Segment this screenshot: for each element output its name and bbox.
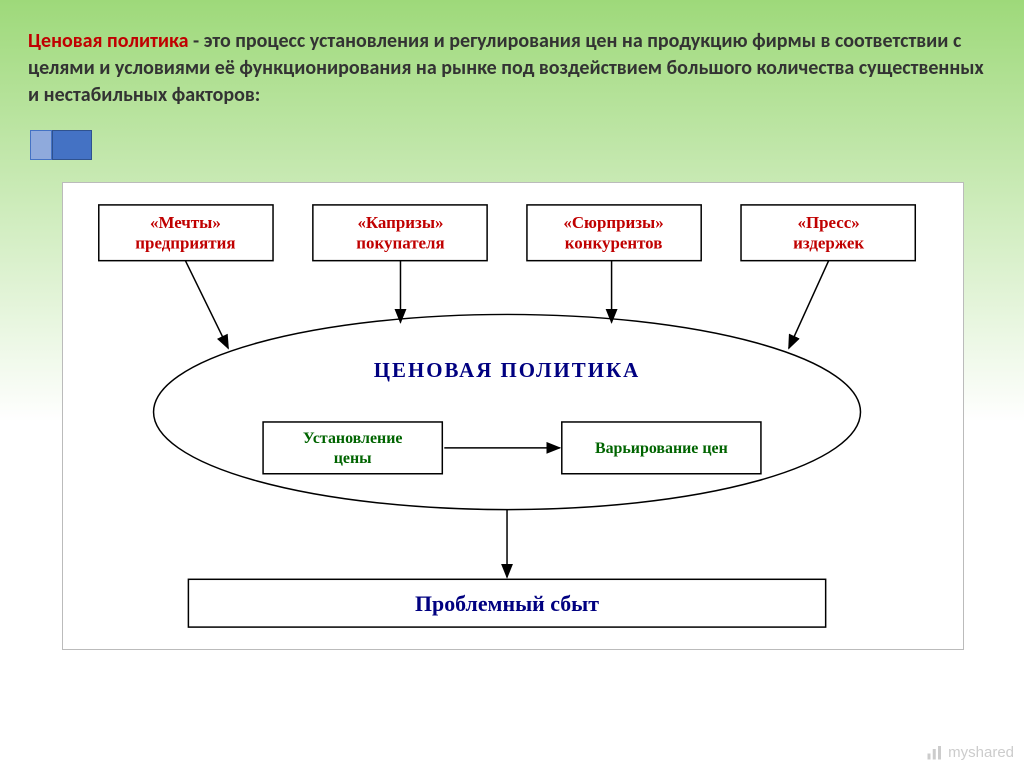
top-box-3-line1: «Пресс» [798, 213, 860, 232]
top-box-1-line2: покупателя [356, 234, 444, 253]
diagram-svg: ЦЕНОВАЯ ПОЛИТИКА «Мечты» предприятия «Ка… [63, 183, 963, 649]
ellipse-title: ЦЕНОВАЯ ПОЛИТИКА [374, 358, 640, 382]
top-box-1: «Капризы» покупателя [313, 205, 487, 261]
watermark-text: myshared [948, 744, 1014, 761]
inner-box-0-line2: цены [334, 450, 372, 467]
inner-box-0: Установление цены [263, 422, 442, 474]
top-box-3: «Пресс» издержек [741, 205, 915, 261]
bottom-box: Проблемный сбыт [188, 579, 825, 627]
bottom-box-label: Проблемный сбыт [415, 591, 599, 616]
chart-icon [926, 743, 944, 761]
watermark: myshared [926, 743, 1014, 761]
center-ellipse [154, 314, 861, 509]
top-box-2-line2: конкурентов [565, 234, 663, 253]
inner-box-1: Варьирование цен [562, 422, 761, 474]
arrow-3 [789, 261, 829, 349]
top-box-3-line2: издержек [793, 234, 864, 253]
diagram-container: ЦЕНОВАЯ ПОЛИТИКА «Мечты» предприятия «Ка… [62, 182, 964, 650]
inner-box-1-line1: Варьирование цен [595, 440, 728, 457]
top-box-0: «Мечты» предприятия [99, 205, 273, 261]
arrow-0 [185, 261, 228, 349]
decor-left [30, 130, 52, 160]
top-box-0-line2: предприятия [135, 234, 235, 253]
decor-bar [30, 130, 92, 160]
top-box-2: «Сюрпризы» конкурентов [527, 205, 701, 261]
inner-box-0-line1: Установление [303, 430, 403, 447]
top-box-1-line1: «Капризы» [357, 213, 443, 232]
header-term: Ценовая политика [28, 29, 189, 53]
top-box-0-line1: «Мечты» [150, 213, 221, 232]
header-text: Ценовая политика - это процесс установле… [0, 0, 1024, 119]
top-box-2-line1: «Сюрпризы» [563, 213, 663, 232]
decor-right [52, 130, 92, 160]
